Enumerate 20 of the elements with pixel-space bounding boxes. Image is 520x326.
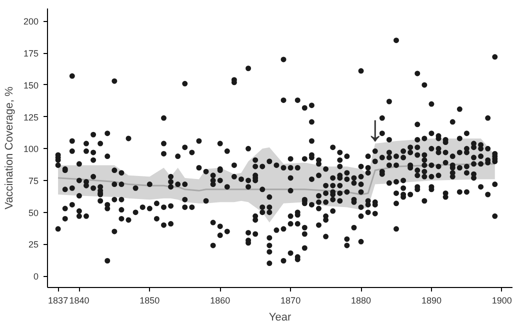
x-tick-label: 1860 — [210, 296, 230, 306]
y-tick-label: 75 — [28, 176, 39, 186]
y-tick-label: 50 — [28, 208, 39, 218]
y-tick-label: 0 — [33, 272, 39, 282]
y-tick-label: 150 — [23, 80, 39, 90]
x-tick-label: 1837 — [48, 296, 68, 306]
y-tick-label: 25 — [28, 240, 39, 250]
x-tick-label: 1840 — [69, 296, 90, 306]
x-tick-label: 1850 — [140, 296, 160, 306]
x-tick-label: 1900 — [492, 296, 512, 306]
y-tick-label: 175 — [23, 48, 39, 59]
y-tick-label: 100 — [23, 144, 39, 154]
x-tick-label: 1870 — [280, 296, 301, 306]
y-tick-label: 200 — [23, 16, 39, 27]
y-tick-label: 125 — [23, 112, 39, 122]
x-tick-label: 1880 — [351, 296, 372, 306]
y-axis-title: Vaccination Coverage, % — [3, 86, 16, 210]
annotation: ↓ — [366, 108, 384, 149]
x-axis-title: Year — [268, 312, 292, 324]
x-tick-label: 1890 — [421, 296, 442, 306]
